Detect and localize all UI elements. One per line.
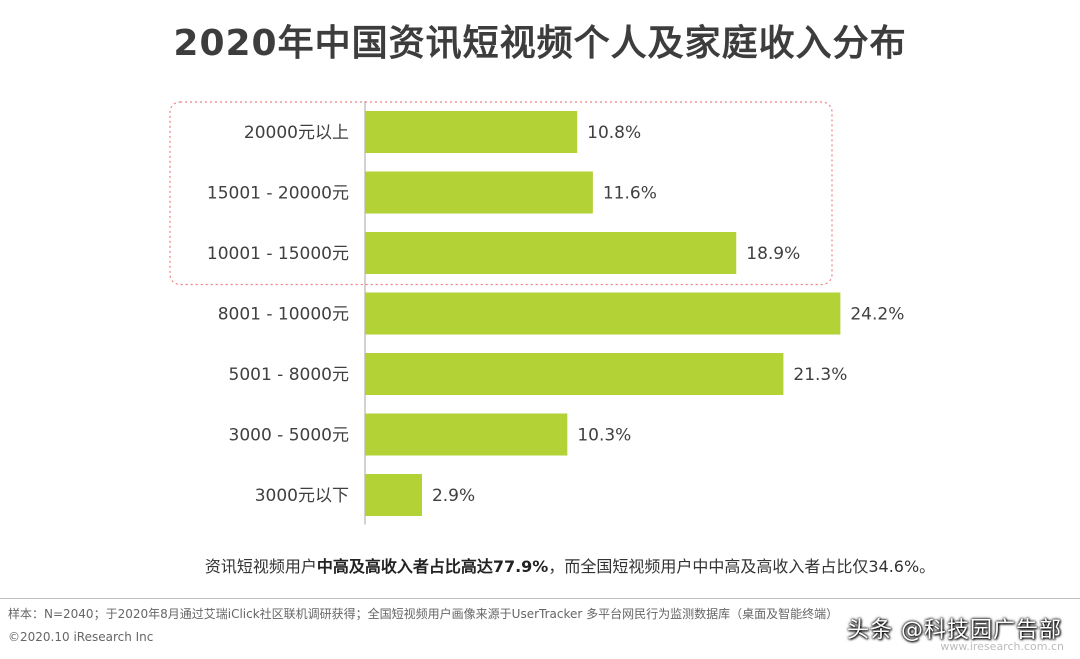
category-label: 3000元以下 [255, 486, 349, 506]
watermark: 头条 @科技园广告部 [847, 618, 1062, 643]
category-label: 8001 - 10000元 [218, 305, 349, 325]
value-label: 21.3% [793, 365, 847, 385]
bar-6 [365, 413, 568, 456]
conclusion-highlight: 中高及高收入者占比高达77.9% [316, 557, 549, 576]
category-label: 15001 - 20000元 [207, 184, 349, 204]
footnote: 样本：N=2040；于2020年8月通过艾瑞iClick社区联机调研获得；全国短… [8, 607, 839, 621]
bar-4 [365, 292, 841, 335]
conclusion-prefix: 资讯短视频用户 [204, 557, 317, 576]
category-label: 3000 - 5000元 [229, 426, 349, 446]
footer-divider [0, 598, 1080, 599]
chart-title: 2020年中国资讯短视频个人及家庭收入分布 [173, 23, 907, 64]
value-label: 2.9% [432, 486, 475, 506]
bar-2 [365, 171, 593, 214]
bar-3 [365, 232, 737, 274]
site-url: www.iresearch.com.cn [940, 640, 1064, 653]
bar-5 [365, 353, 784, 395]
bar-chart: 20000元以上 10.8% 15001 - 20000元 11.6% 10001 - … [169, 101, 904, 525]
category-label: 20000元以上 [244, 123, 349, 143]
highlight-box [169, 101, 833, 286]
value-label: 10.8% [587, 123, 641, 143]
value-label: 24.2% [850, 305, 904, 325]
conclusion-text: 资讯短视频用户中高及高收入者占比高达77.9%，而全国短视频用户中中高及高收入者… [0, 553, 1080, 577]
copyright: ©2020.10 iResearch Inc [8, 630, 154, 644]
value-label: 11.6% [603, 184, 657, 204]
bar-1 [365, 111, 578, 153]
category-label: 10001 - 15000元 [207, 244, 349, 264]
conclusion-suffix: ，而全国短视频用户中中高及高收入者占比仅34.6%。 [548, 557, 936, 576]
bar-7 [365, 474, 422, 516]
category-label: 5001 - 8000元 [229, 365, 349, 385]
value-label: 10.3% [577, 426, 631, 446]
value-label: 18.9% [746, 244, 800, 264]
